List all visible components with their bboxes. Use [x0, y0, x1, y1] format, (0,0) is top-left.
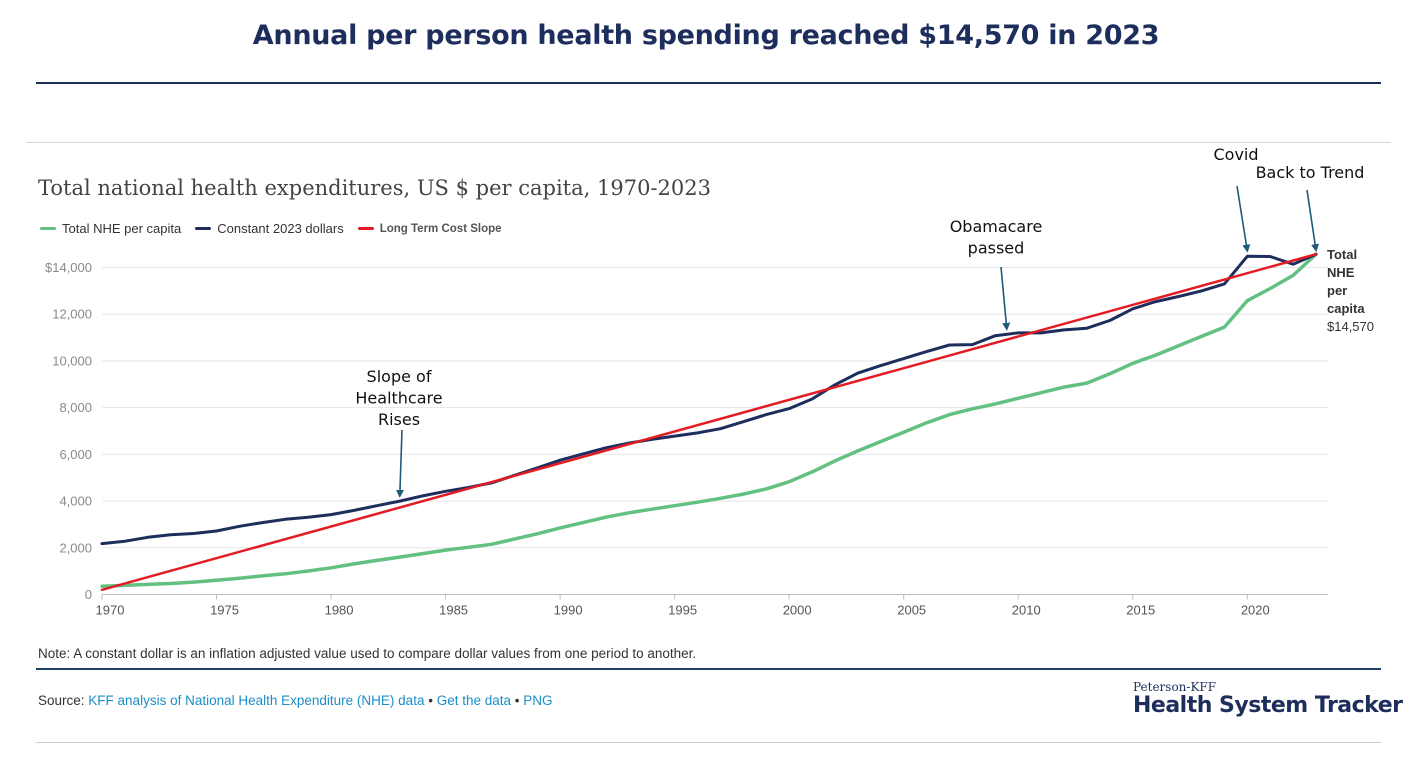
separator: • [514, 693, 520, 708]
end-label-title: capita [1327, 301, 1365, 316]
legend-label-constant-dollars: Constant 2023 dollars [217, 221, 344, 236]
source-label: Source: [38, 693, 85, 708]
x-tick-label: 2000 [783, 603, 812, 618]
end-label-value: $14,570 [1327, 319, 1374, 334]
page-title: Annual per person health spending reache… [252, 20, 1160, 51]
legend-item-total-nhe[interactable]: Total NHE per capita [40, 221, 181, 236]
annotation-text: Healthcare [355, 389, 442, 408]
annotation-text: Covid [1213, 145, 1258, 164]
x-tick-label: 1990 [554, 603, 583, 618]
series-lines [100, 252, 1318, 592]
legend-swatch-constant-dollars [195, 227, 212, 230]
x-tick-label: 1995 [668, 603, 697, 618]
y-tick-label: 10,000 [52, 353, 92, 368]
get-data-link[interactable]: Get the data [436, 693, 512, 708]
chart-note: Note: A constant dollar is an inflation … [38, 646, 697, 661]
x-tick-label: 2015 [1126, 603, 1155, 618]
legend-label-total-nhe: Total NHE per capita [62, 221, 182, 236]
annotation-text: Obamacare [950, 217, 1043, 236]
series-line-constant-2023-dollars [100, 252, 1318, 546]
series-line-long-term-cost-slope [100, 252, 1318, 592]
chart-title: Total national health expenditures, US $… [38, 176, 711, 200]
x-tick-label: 2020 [1241, 603, 1270, 618]
annotation-text: Rises [378, 410, 420, 429]
annotations: Slope of Healthcare Rises Obamacare passed Co… [355, 145, 1365, 498]
annotation-arrow [1000, 266, 1011, 331]
annotation-text: passed [968, 239, 1025, 258]
y-axis-ticks: 0 2,000 4,000 6,000 8,000 10,000 12,000 $14,000 [45, 260, 92, 602]
png-link[interactable]: PNG [523, 693, 553, 708]
x-tick-label: 1985 [439, 603, 468, 618]
logo: Peterson-KFF Health System Tracker [1133, 680, 1403, 718]
x-tick-label: 1970 [96, 603, 125, 618]
annotation-arrow [1306, 189, 1320, 253]
chart-legend: Total NHE per capita Constant 2023 dolla… [40, 221, 516, 236]
source-line: Source: KFF analysis of National Health … [38, 693, 553, 708]
source-link[interactable]: KFF analysis of National Health Expendit… [88, 693, 425, 708]
series-line-total-nhe-per-capita [100, 252, 1318, 589]
y-tick-label: 12,000 [52, 307, 92, 322]
y-tick-label: $14,000 [45, 260, 92, 275]
end-label-title: per [1327, 283, 1347, 298]
logo-small-text: Peterson-KFF [1133, 680, 1217, 694]
annotation-text: Slope of [367, 367, 432, 386]
y-tick-label: 4,000 [59, 494, 92, 509]
y-tick-label: 6,000 [59, 447, 92, 462]
legend-item-constant-dollars[interactable]: Constant 2023 dollars [195, 221, 344, 236]
x-axis-ticks: 1970 1975 1980 1985 1990 1995 2000 2005 2010 2015… [96, 594, 1270, 618]
legend-item-cost-slope[interactable]: Long Term Cost Slope [357, 222, 502, 235]
legend-label-cost-slope: Long Term Cost Slope [379, 222, 502, 235]
annotation-arrow [395, 429, 404, 498]
legend-swatch-cost-slope [357, 227, 374, 230]
end-label-title: Total [1327, 247, 1357, 262]
x-tick-label: 2010 [1012, 603, 1041, 618]
footer-divider [36, 668, 1381, 670]
y-tick-label: 0 [85, 587, 92, 602]
x-tick-label: 1975 [210, 603, 239, 618]
separator: • [428, 693, 433, 708]
legend-swatch-total-nhe [40, 227, 56, 230]
y-tick-label: 2,000 [59, 540, 92, 555]
section-divider [26, 142, 1391, 143]
bottom-divider [36, 742, 1381, 743]
x-tick-label: 2005 [897, 603, 926, 618]
end-label: Total NHE per capita $14,570 [1327, 247, 1374, 334]
title-divider [36, 82, 1381, 84]
annotation-text: Back to Trend [1256, 163, 1365, 182]
x-tick-label: 1980 [325, 603, 354, 618]
annotation-arrow [1236, 185, 1251, 253]
end-label-title: NHE [1327, 265, 1355, 280]
y-tick-label: 8,000 [59, 400, 92, 415]
logo-big-text: Health System Tracker [1133, 693, 1403, 718]
grid-lines [102, 267, 1328, 595]
